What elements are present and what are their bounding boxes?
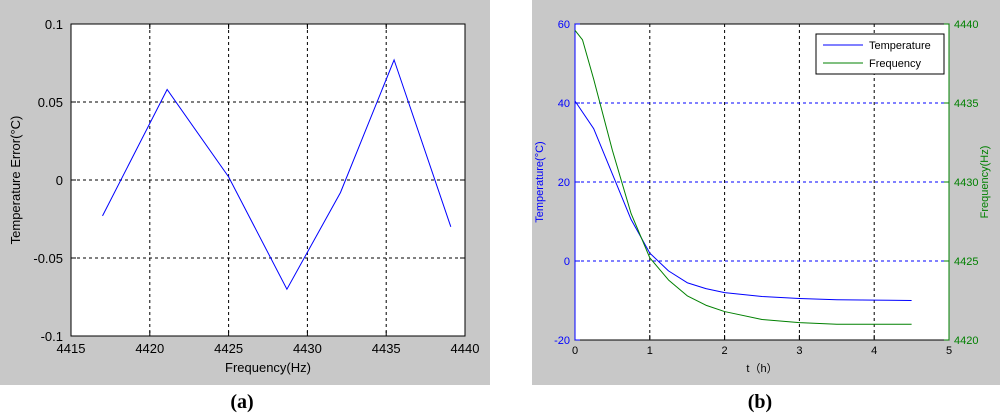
y-tick-label-right: 4435 xyxy=(954,98,978,110)
x-tick-label: 2 xyxy=(722,345,728,357)
y-tick-label-left: -20 xyxy=(554,335,570,347)
panel-a: 4415 4420 4425 4430 4435 4440 -0.1 -0.05 0 0.05 0.… xyxy=(0,0,490,385)
y-tick-label: 0 xyxy=(56,173,63,188)
y-tick-label-left: 60 xyxy=(558,19,570,31)
x-tick-label: 4440 xyxy=(451,341,480,356)
y-tick-label: 0.05 xyxy=(38,95,63,110)
panel-b-xlabel: t（h） xyxy=(746,362,777,375)
x-tick-label: 3 xyxy=(796,345,802,357)
panel-a-grid xyxy=(71,24,465,336)
x-tick-label: 5 xyxy=(946,345,952,357)
panel-b-legend: Temperature Frequency xyxy=(815,33,945,75)
panel-a-xlabel: Frequency(Hz) xyxy=(225,360,311,375)
x-tick-label: 4430 xyxy=(293,341,322,356)
y-tick-label-right: 4420 xyxy=(954,335,978,347)
x-tick-label: 4425 xyxy=(214,341,243,356)
x-tick-label: 0 xyxy=(572,345,578,357)
y-tick-label-left: 20 xyxy=(558,177,570,189)
panel-a-axes xyxy=(70,23,466,337)
y-tick-label-left: 0 xyxy=(564,256,570,268)
x-tick-label: 4435 xyxy=(372,341,401,356)
caption-b: (b) xyxy=(748,391,772,413)
temperature-line xyxy=(574,100,912,301)
panel-a-lines xyxy=(102,58,452,291)
legend-temperature-label: Temperature xyxy=(869,40,931,52)
y-tick-label: 0.1 xyxy=(45,17,63,32)
y-tick-label-right: 4440 xyxy=(954,19,978,31)
y-tick-label-right: 4425 xyxy=(954,256,978,268)
y-tick-label: -0.05 xyxy=(33,251,63,266)
panel-b-ylabel-right: Frequency(Hz) xyxy=(979,146,991,219)
temperature-error-line xyxy=(102,58,452,291)
frequency-line xyxy=(574,30,912,325)
x-tick-label: 4 xyxy=(871,345,877,357)
y-tick-label-left: 40 xyxy=(558,98,570,110)
x-tick-label: 4420 xyxy=(135,341,164,356)
y-tick-label: -0.1 xyxy=(41,329,63,344)
panel-b-lines xyxy=(574,30,912,325)
panel-b-ylabel-left: Temperature(°C) xyxy=(534,141,546,222)
caption-a: (a) xyxy=(230,391,253,413)
legend-box xyxy=(815,33,945,75)
panel-a-ylabel: Temperature Error(°C) xyxy=(8,116,23,245)
panel-a-ticks: 4415 4420 4425 4430 4435 4440 -0.1 -0.05 0 0.05 0.… xyxy=(33,17,479,356)
legend-frequency-label: Frequency xyxy=(869,58,921,70)
y-tick-label-right: 4430 xyxy=(954,177,978,189)
x-tick-label: 4415 xyxy=(57,341,86,356)
x-tick-label: 1 xyxy=(647,345,653,357)
panel-b-grid xyxy=(575,24,949,340)
